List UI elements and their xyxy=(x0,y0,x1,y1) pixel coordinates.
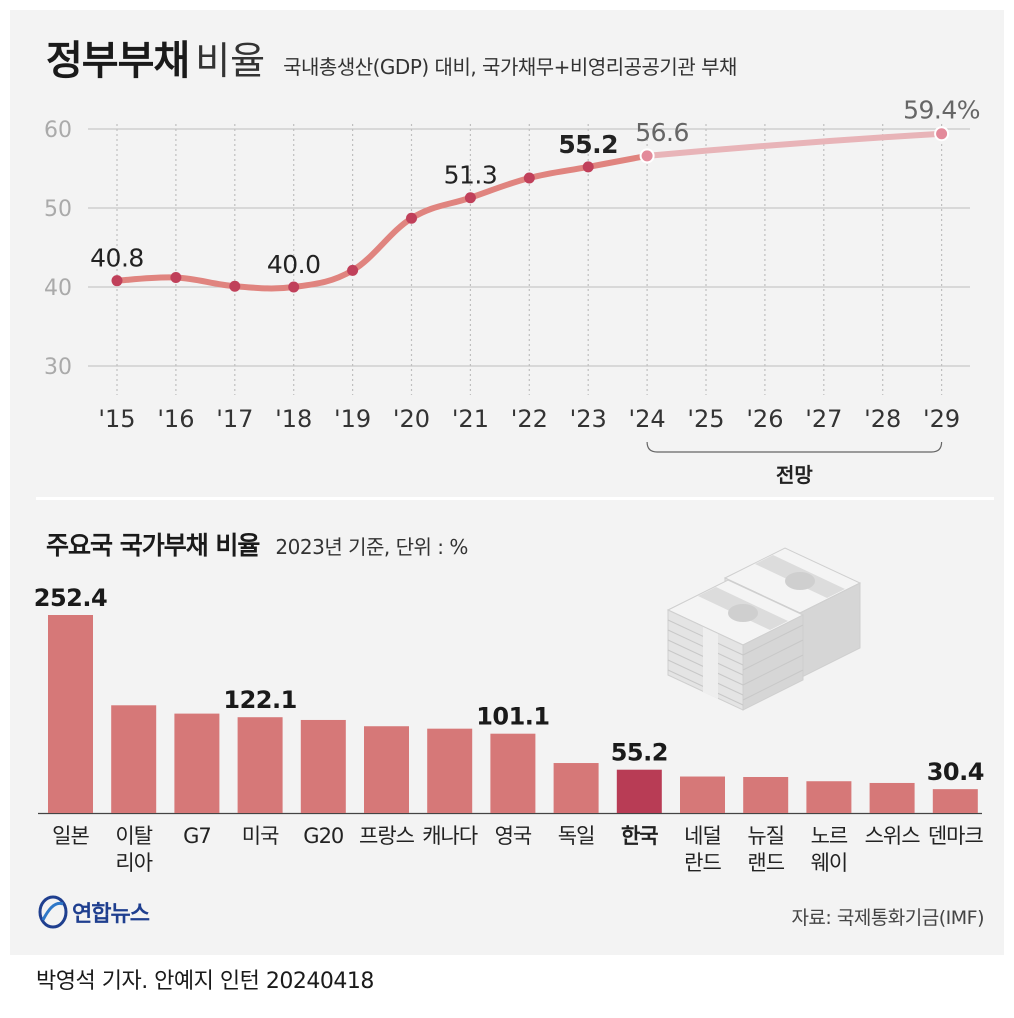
line-chart: 30 40 50 60 '15 '16 '17 '18 '19 '20 '21 '22 '23 '24 '2… xyxy=(44,96,981,487)
x-tick-label: '15 xyxy=(98,405,135,433)
x-tick-label: '25 xyxy=(687,405,724,433)
category-label: 랜드 xyxy=(747,851,784,875)
x-tick-label: '19 xyxy=(334,405,371,433)
data-point xyxy=(464,192,476,204)
x-tick-label: '20 xyxy=(393,405,430,433)
chart-title: 정부부채 비율 국내총생산(GDP) 대비, 국가채무+비영리공공기관 부채 xyxy=(46,28,737,86)
category-label: 이탈 xyxy=(115,824,152,848)
category-label: 스위스 xyxy=(865,824,921,848)
x-tick-label: '16 xyxy=(157,405,194,433)
x-tick-label: '29 xyxy=(923,405,960,433)
bar-chart-title: 주요국 국가부채 비율 2023년 기준, 단위 : % xyxy=(46,526,468,562)
category-label: 란드 xyxy=(684,851,721,875)
y-tick-label: 30 xyxy=(44,355,72,380)
data-point xyxy=(406,212,417,224)
source-note: 자료: 국제통화기금(IMF) xyxy=(791,907,984,929)
x-tick-label: '18 xyxy=(275,405,312,433)
logo: 연합뉴스 xyxy=(38,895,150,929)
data-label: 56.6 xyxy=(635,118,689,147)
bar xyxy=(174,713,220,813)
bar xyxy=(743,776,789,813)
section-divider xyxy=(36,497,994,500)
category-label: 노르 xyxy=(811,824,848,848)
category-label: 웨이 xyxy=(811,851,848,875)
data-label: 51.3 xyxy=(444,161,498,190)
data-point xyxy=(347,264,359,276)
category-label: 한국 xyxy=(621,824,658,848)
bar xyxy=(932,789,978,813)
data-label: 40.8 xyxy=(90,244,144,273)
bar xyxy=(48,615,93,813)
bar xyxy=(490,733,536,813)
forecast-bracket xyxy=(646,441,943,453)
x-tick-label: '21 xyxy=(452,405,489,433)
bar-value-label: 55.2 xyxy=(611,739,668,767)
bar-value-label: 101.1 xyxy=(476,703,549,731)
category-label: G20 xyxy=(303,824,343,848)
x-tick-label: '17 xyxy=(216,405,253,433)
category-label: 영국 xyxy=(495,824,532,848)
y-tick-label: 40 xyxy=(44,276,72,301)
data-point xyxy=(170,272,182,284)
bar-value-label: 30.4 xyxy=(927,758,984,786)
money-stack-icon xyxy=(666,547,862,711)
category-label: 미국 xyxy=(242,824,279,848)
forecast-label: 전망 xyxy=(776,463,813,487)
data-label: 40.0 xyxy=(267,250,321,279)
bar xyxy=(680,776,725,813)
category-label: 덴마크 xyxy=(928,824,984,848)
category-label: G7 xyxy=(183,824,211,848)
bar xyxy=(616,769,662,813)
bar-chart-subtitle: 2023년 기준, 단위 : % xyxy=(275,535,468,559)
title-main: 정부부채 xyxy=(46,38,190,84)
bar xyxy=(111,705,157,813)
x-tick-label: '23 xyxy=(570,405,607,433)
category-label: 프랑스 xyxy=(359,824,415,848)
category-label: 리아 xyxy=(115,851,152,875)
category-label: 네덜 xyxy=(684,824,721,848)
bar xyxy=(806,781,852,813)
bar-value-label: 252.4 xyxy=(34,584,107,612)
data-point xyxy=(934,126,950,142)
series-line-actual xyxy=(114,152,651,292)
title-subtitle: 국내총생산(GDP) 대비, 국가채무+비영리공공기관 부채 xyxy=(283,55,737,79)
data-point xyxy=(229,280,241,292)
bar xyxy=(869,782,915,813)
category-label: 독일 xyxy=(558,824,595,848)
x-tick-label: '26 xyxy=(746,405,783,433)
y-tick-label: 50 xyxy=(44,197,72,222)
x-tick-label: '27 xyxy=(805,405,842,433)
data-point xyxy=(523,172,535,184)
data-point xyxy=(639,148,655,164)
x-tick-label: '28 xyxy=(864,405,901,433)
bar xyxy=(427,728,473,813)
data-point xyxy=(582,161,594,173)
x-tick-label: '24 xyxy=(629,405,666,433)
x-tick-label: '22 xyxy=(511,405,548,433)
bar xyxy=(300,719,346,813)
data-point xyxy=(111,275,123,287)
bar-value-label: 122.1 xyxy=(223,686,296,714)
data-label: 59.4% xyxy=(903,96,980,125)
bar xyxy=(364,726,409,813)
category-label: 뉴질 xyxy=(747,824,784,848)
y-tick-label: 60 xyxy=(44,118,72,143)
bar-chart-title-main: 주요국 국가부채 비율 xyxy=(46,531,260,560)
data-label: 55.2 xyxy=(558,130,618,159)
yonhap-logo-icon xyxy=(38,895,68,929)
category-label: 캐나다 xyxy=(422,824,478,848)
data-point xyxy=(288,281,300,293)
series-line-forecast xyxy=(644,130,945,159)
credit-line: 박영석 기자. 안예지 인턴 20240418 xyxy=(36,969,374,994)
category-label: 일본 xyxy=(52,824,89,848)
bar xyxy=(237,717,283,813)
title-light: 비율 xyxy=(195,39,266,83)
logo-text: 연합뉴스 xyxy=(72,902,150,927)
bar xyxy=(553,763,599,813)
